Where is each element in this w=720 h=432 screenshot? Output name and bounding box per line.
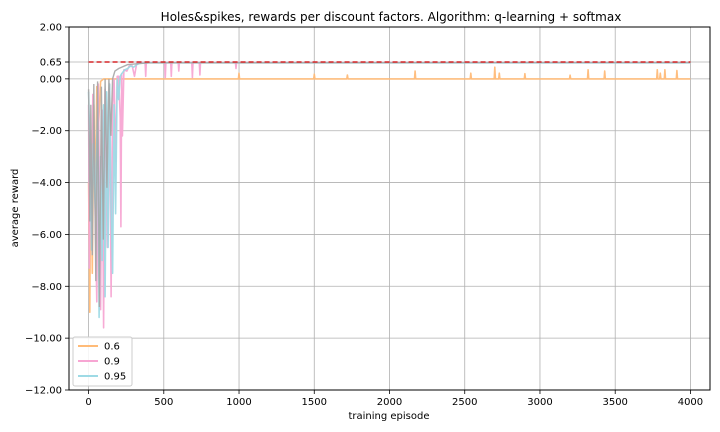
x-axis: 0 500 1000 1500 2000 2500 3000 3500 4000: [85, 390, 703, 408]
y-tick-label: 2.00: [40, 23, 62, 34]
y-axis: 2.00 0.65 0.00 −2.00 −4.00 −6.00 −8.00 −10.00 −1…: [25, 23, 69, 397]
x-tick-label: 3500: [602, 397, 627, 408]
y-tick-label: −8.00: [31, 282, 62, 293]
legend-label: 0.9: [104, 357, 120, 368]
y-tick-label: −2.00: [31, 126, 62, 137]
x-tick-label: 0: [85, 397, 91, 408]
legend-label: 0.95: [104, 372, 126, 383]
x-tick-label: 3000: [527, 397, 552, 408]
legend: 0.6 0.9 0.95: [72, 336, 133, 387]
y-tick-label: −10.00: [25, 334, 62, 345]
y-tick-label: −6.00: [31, 230, 62, 241]
x-tick-label: 1000: [226, 397, 251, 408]
x-tick-label: 2000: [377, 397, 402, 408]
y-axis-label: average reward: [10, 169, 21, 248]
y-tick-label: 0.65: [40, 58, 62, 69]
plot-area: [87, 61, 691, 329]
series-line-0-6: [87, 66, 691, 313]
chart-title: Holes&spikes, rewards per discount facto…: [161, 10, 622, 24]
legend-label: 0.6: [104, 342, 120, 353]
x-tick-label: 4000: [678, 397, 703, 408]
x-tick-label: 1500: [302, 397, 327, 408]
x-axis-label: training episode: [348, 411, 429, 422]
grid: [69, 26, 710, 391]
legend-box: [72, 336, 133, 387]
x-tick-label: 500: [154, 397, 173, 408]
series-overlap-line: [87, 61, 691, 308]
x-tick-label: 2500: [452, 397, 477, 408]
y-tick-label: −12.00: [25, 386, 62, 397]
y-tick-label: −4.00: [31, 178, 62, 189]
y-tick-label: 0.00: [40, 74, 62, 85]
